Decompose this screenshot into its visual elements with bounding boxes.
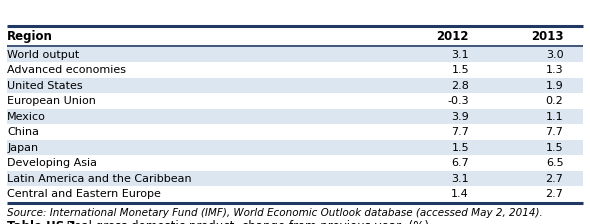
Text: 3.1: 3.1 [451,50,469,60]
Bar [7,78,583,93]
Text: 3.9: 3.9 [451,112,469,122]
Text: 1.5: 1.5 [451,65,469,75]
Bar [7,47,583,62]
Text: 1.3: 1.3 [546,65,563,75]
Text: China: China [7,127,39,137]
Text: Developing Asia: Developing Asia [7,158,97,168]
Bar [7,125,583,140]
Text: 0.2: 0.2 [546,96,563,106]
Text: European Union: European Union [7,96,96,106]
Text: Source: International Monetary Fund (IMF), World Economic Outlook database (acce: Source: International Monetary Fund (IMF… [7,208,543,218]
Text: 1.1: 1.1 [546,112,563,122]
Text: 2.7: 2.7 [546,189,563,199]
Text: -0.3: -0.3 [447,96,469,106]
Text: 2013: 2013 [531,30,563,43]
Bar [7,187,583,202]
Text: Real gross domestic product, change from previous year, (%): Real gross domestic product, change from… [59,220,429,224]
Text: 1.5: 1.5 [451,143,469,153]
Text: Mexico: Mexico [7,112,46,122]
Text: Latin America and the Caribbean: Latin America and the Caribbean [7,174,192,184]
Text: Region: Region [7,30,53,43]
Bar [7,109,583,125]
Bar [7,155,583,171]
Bar [7,93,583,109]
Text: 6.7: 6.7 [451,158,469,168]
Text: 2.8: 2.8 [451,81,469,91]
Text: 3.1: 3.1 [451,174,469,184]
Text: Japan: Japan [7,143,38,153]
Text: 1.4: 1.4 [451,189,469,199]
Text: 2012: 2012 [437,30,469,43]
Text: 1.9: 1.9 [546,81,563,91]
Text: United States: United States [7,81,83,91]
Bar [7,140,583,155]
Text: 2.7: 2.7 [546,174,563,184]
Text: 3.0: 3.0 [546,50,563,60]
Text: Advanced economies: Advanced economies [7,65,126,75]
Bar [7,62,583,78]
Text: 1.5: 1.5 [546,143,563,153]
Bar [7,171,583,187]
Text: World output: World output [7,50,79,60]
Text: 7.7: 7.7 [451,127,469,137]
Text: 7.7: 7.7 [546,127,563,137]
Text: Central and Eastern Europe: Central and Eastern Europe [7,189,161,199]
Text: Table US.1: Table US.1 [7,220,77,224]
Text: 6.5: 6.5 [546,158,563,168]
